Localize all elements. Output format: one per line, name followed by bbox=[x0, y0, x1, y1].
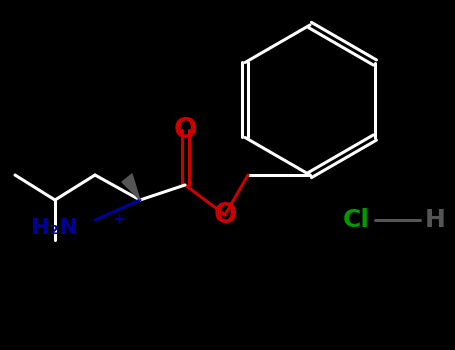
Text: O: O bbox=[173, 116, 197, 144]
Text: H₂N: H₂N bbox=[31, 218, 78, 238]
Polygon shape bbox=[122, 174, 140, 200]
Text: H: H bbox=[425, 208, 446, 232]
Text: O: O bbox=[213, 201, 237, 229]
Text: Cl: Cl bbox=[343, 208, 370, 232]
Text: +: + bbox=[112, 212, 125, 227]
